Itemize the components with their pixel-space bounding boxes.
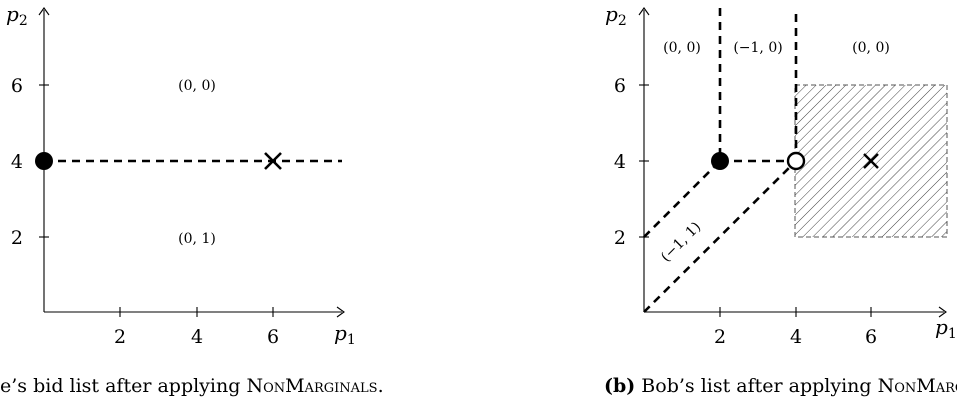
- caption-b: (b) Bob’s list after applying NonMarg: [604, 375, 957, 397]
- y-tick-label: 6: [614, 75, 626, 97]
- region-label: (−1, 0): [733, 40, 782, 56]
- y-axis-arrow: [638, 7, 650, 16]
- y-tick-label: 4: [11, 151, 23, 173]
- x-tick-label: 6: [865, 326, 877, 348]
- y-tick-label: 6: [11, 75, 23, 97]
- caption-a: e’s bid list after applying NonMarginals…: [0, 375, 384, 397]
- region-label: (0, 0): [178, 78, 216, 94]
- x-axis-label: p1: [334, 321, 356, 348]
- region-label: (0, 0): [663, 40, 701, 56]
- x-axis-arrow: [336, 306, 345, 318]
- x-axis-label: p1: [935, 315, 957, 342]
- x-tick-label: 2: [714, 326, 726, 348]
- y-tick-label: 2: [11, 227, 23, 249]
- x-tick-label: 6: [267, 326, 279, 348]
- cross-marker: [863, 153, 879, 169]
- x-tick-label: 4: [191, 326, 203, 348]
- y-tick-label: 2: [614, 227, 626, 249]
- panel-b: 2 4 6 2 4 6 p1 p2 (0, 0) (−1, 0) (0, 0) …: [604, 2, 957, 397]
- x-axis-arrow: [938, 306, 947, 318]
- cross-marker: [264, 152, 282, 170]
- y-axis-arrow: [38, 7, 50, 16]
- dashed-diagonal-upper: [643, 160, 721, 238]
- open-circle-marker: [786, 151, 806, 171]
- filled-circle-marker: [711, 152, 729, 170]
- x-tick-label: 4: [790, 326, 802, 348]
- dashed-diagonal-lower: [643, 160, 797, 313]
- region-label: (0, 0): [852, 40, 890, 56]
- panel-a: 2 4 6 2 4 6 p1 p2 (0, 0) (0, 1) e’s bid …: [0, 2, 384, 397]
- region-label: (0, 1): [178, 231, 216, 247]
- x-tick-label: 2: [114, 326, 126, 348]
- y-axis-label: p2: [605, 2, 627, 29]
- y-tick-label: 4: [614, 151, 626, 173]
- filled-circle-marker: [35, 152, 53, 170]
- y-axis-label: p2: [6, 2, 28, 29]
